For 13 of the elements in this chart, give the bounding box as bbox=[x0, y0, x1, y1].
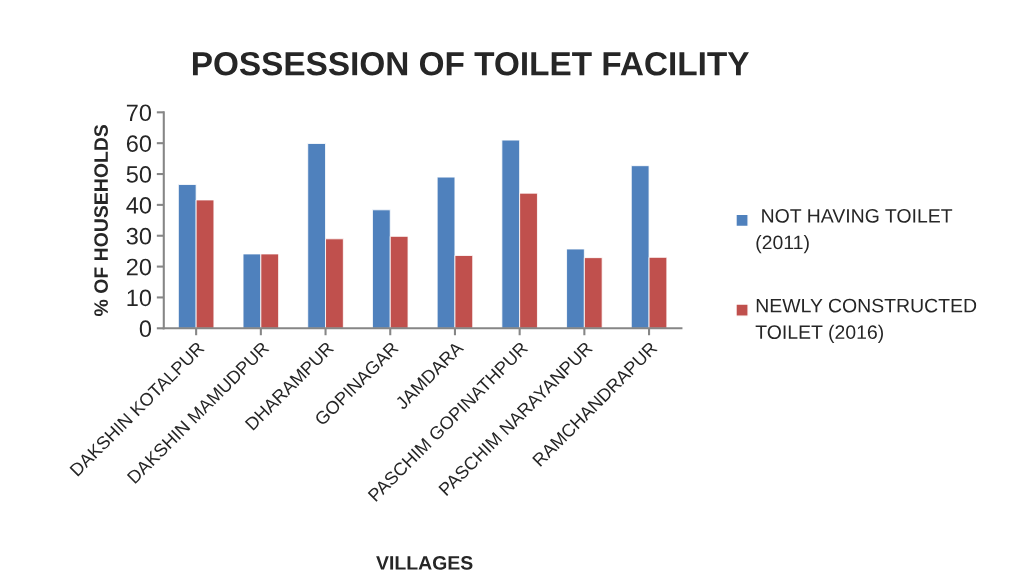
y-tick-label: 70 bbox=[126, 104, 152, 122]
y-tick-label: 50 bbox=[126, 166, 152, 183]
y-tick-label: 10 bbox=[127, 289, 152, 307]
y-tick-label: 20 bbox=[126, 258, 152, 276]
y-axis-title: % OF HOUSEHOLDS bbox=[94, 124, 108, 316]
y-tick-label: 30 bbox=[126, 227, 152, 245]
legend-label: NEWLY CONSTRUCTED TOILET (2016) bbox=[755, 298, 977, 343]
x-axis-title: VILLAGES bbox=[376, 555, 473, 570]
legend-label: NOT HAVING TOILET (2011) bbox=[756, 208, 953, 254]
y-tick-label: 0 bbox=[139, 320, 152, 338]
y-tick-label: 40 bbox=[126, 196, 152, 214]
chart-title: POSSESSION OF TOILET FACILITY bbox=[192, 51, 749, 76]
y-tick-label: 60 bbox=[126, 135, 152, 152]
